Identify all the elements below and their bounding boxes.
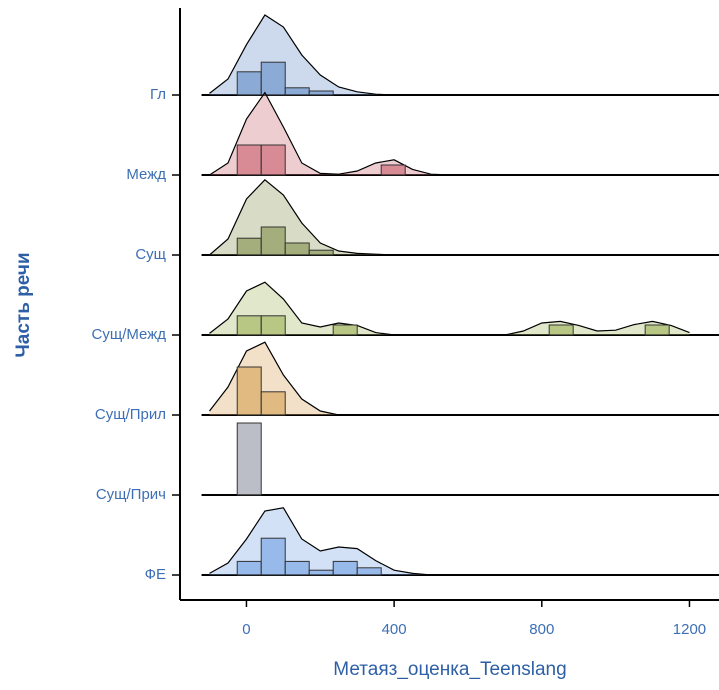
histogram-bar [260, 537, 286, 576]
y-tick-label: Сущ [135, 246, 166, 263]
histogram-bar [236, 422, 262, 496]
x-tick-label: 400 [382, 621, 407, 638]
histogram-bar [260, 315, 286, 336]
histogram-bar [548, 324, 574, 336]
y-axis-label: Часть речи [13, 252, 34, 357]
density-line [209, 281, 690, 336]
histogram-bar [644, 324, 670, 336]
y-tick-label: Сущ/Прич [96, 486, 166, 503]
density-line [209, 507, 690, 576]
histogram-bar [260, 61, 286, 96]
histogram-bar [356, 567, 382, 576]
y-tick-label: Сущ/Прил [95, 406, 166, 423]
density-line [209, 341, 690, 416]
histogram-bar [308, 569, 334, 576]
density-line [209, 91, 690, 176]
x-axis-label: Метаяз_оценка_Teenslang [333, 659, 566, 680]
density-area [209, 507, 690, 575]
histogram-bar [236, 144, 262, 176]
histogram-bar [332, 560, 358, 576]
histogram-bar [260, 391, 286, 416]
density-line [209, 178, 690, 256]
x-tick-label: 1200 [673, 621, 706, 638]
density-line [209, 14, 690, 96]
histogram-bar [284, 242, 310, 256]
histogram-bar [284, 87, 310, 96]
histogram-bar [260, 144, 286, 176]
histogram-bar [236, 315, 262, 336]
y-tick-label: Гл [150, 86, 166, 103]
y-tick-label: ФЕ [145, 566, 166, 583]
x-tick-label: 0 [242, 621, 250, 638]
histogram-bar [236, 237, 262, 256]
histogram-bar [284, 560, 310, 576]
histogram-bar [260, 226, 286, 256]
histogram-bar [236, 366, 262, 416]
histogram-bar [332, 324, 358, 336]
x-tick-label: 800 [529, 621, 554, 638]
histogram-bar [308, 249, 334, 256]
y-tick-label: Межд [126, 166, 166, 183]
histogram-bar [308, 90, 334, 96]
histogram-bar [236, 560, 262, 576]
histogram-bar [380, 164, 406, 176]
y-tick-label: Сущ/Межд [92, 326, 167, 343]
histogram-bar [236, 71, 262, 96]
